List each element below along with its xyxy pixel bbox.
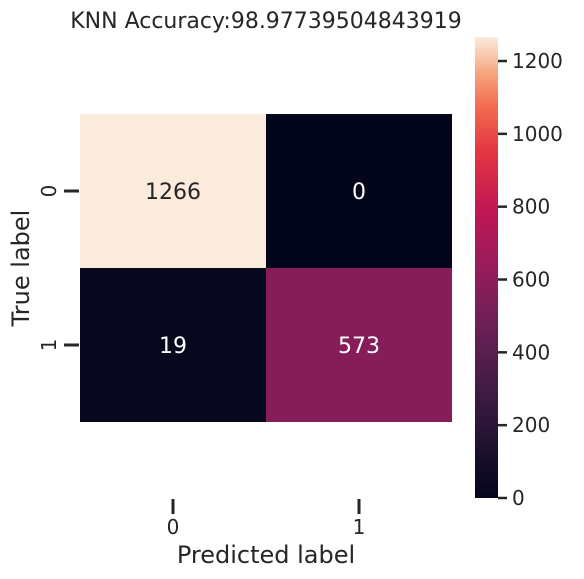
colorbar-tick-label: 200	[512, 413, 550, 437]
cell-annotation: 0	[352, 180, 366, 205]
colorbar	[475, 37, 498, 498]
colorbar-tick-label: 1200	[512, 49, 563, 73]
x-tick-label: 0	[167, 515, 180, 539]
heatmap-annotations: 1266 0 19 573	[145, 180, 380, 359]
cell-annotation: 1266	[145, 180, 201, 205]
heatmap-cell	[80, 114, 266, 268]
heatmap-cells	[80, 114, 452, 422]
y-tick-label: 0	[37, 185, 61, 198]
y-tick-label: 1	[37, 339, 61, 352]
cell-annotation: 573	[338, 334, 380, 359]
cell-annotation: 19	[159, 334, 187, 359]
y-axis: 01	[37, 185, 79, 352]
colorbar-ticks: 0 200 400 600 800 1000 1200	[498, 49, 563, 510]
chart-title: KNN Accuracy:98.97739504843919	[70, 9, 462, 34]
heatmap-cell	[266, 268, 452, 422]
colorbar-tick-label: 0	[512, 486, 525, 510]
x-tick-label: 1	[353, 515, 366, 539]
heatmap-cell	[80, 268, 266, 422]
y-axis-label: True label	[7, 210, 35, 328]
heatmap-cell	[266, 114, 452, 268]
colorbar-tick-label: 600	[512, 268, 550, 292]
colorbar-tick-label: 400	[512, 340, 550, 364]
x-axis-label: Predicted label	[177, 541, 355, 569]
colorbar-tick-label: 800	[512, 195, 550, 219]
colorbar-tick-label: 1000	[512, 122, 563, 146]
